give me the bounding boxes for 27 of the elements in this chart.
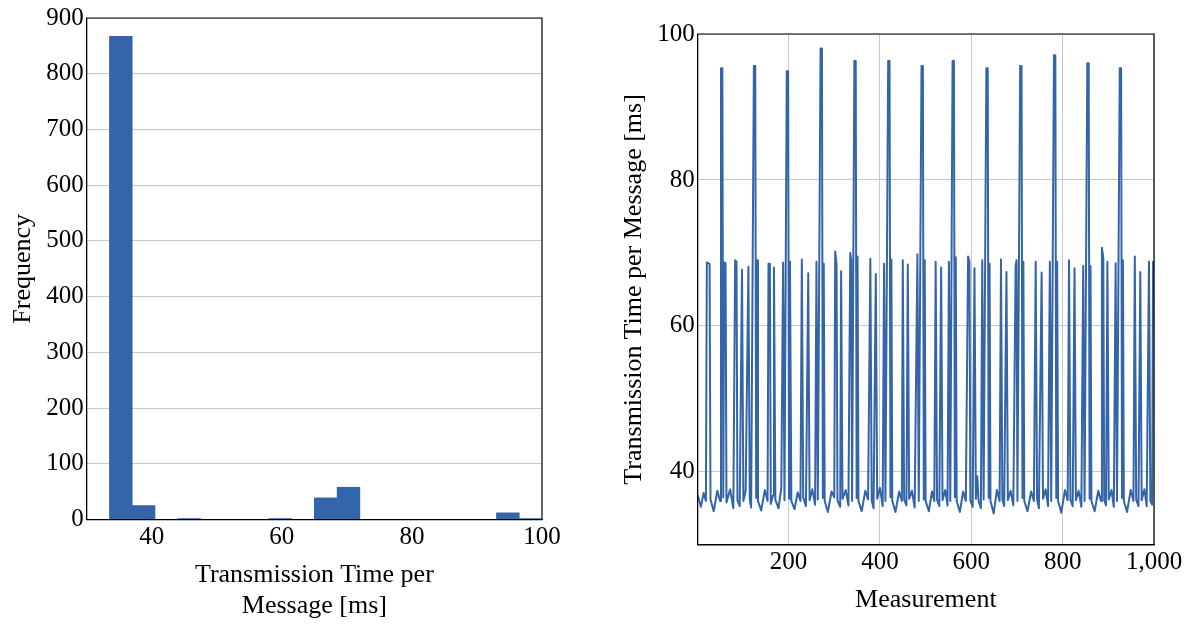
x-tick-label: 100 <box>523 522 561 550</box>
y-tick-label: 500 <box>46 225 84 253</box>
x-axis-title: Transmission Time per Message [ms] <box>194 559 435 620</box>
x-tick-label: 40 <box>139 522 165 550</box>
y-axis-title: Frequency <box>7 213 37 324</box>
y-tick-label: 40 <box>669 456 695 484</box>
x-tick-label: 800 <box>1043 547 1082 575</box>
y-tick-label: 300 <box>46 336 84 364</box>
y-tick-label: 400 <box>46 281 84 309</box>
y-tick-label: 0 <box>71 504 84 532</box>
y-tick-label: 100 <box>657 18 695 46</box>
x-tick-label: 1,000 <box>1125 547 1183 575</box>
x-tick-label: 600 <box>952 547 991 575</box>
y-tick-label: 600 <box>46 169 84 197</box>
y-tick-label: 100 <box>46 448 84 476</box>
x-tick-label: 400 <box>861 547 899 575</box>
x-axis-title: Measurement <box>855 584 998 614</box>
y-tick-label: 900 <box>46 2 84 30</box>
y-axis-title: Transmission Time per Message [ms] <box>618 94 648 485</box>
y-tick-label: 800 <box>46 58 84 86</box>
x-tick-label: 200 <box>769 547 808 575</box>
x-tick-label: 60 <box>269 522 295 550</box>
x-tick-label: 80 <box>399 522 425 550</box>
y-tick-label: 200 <box>46 392 84 420</box>
y-tick-label: 700 <box>46 114 84 142</box>
y-tick-label: 60 <box>669 310 695 338</box>
y-tick-label: 80 <box>669 164 695 192</box>
